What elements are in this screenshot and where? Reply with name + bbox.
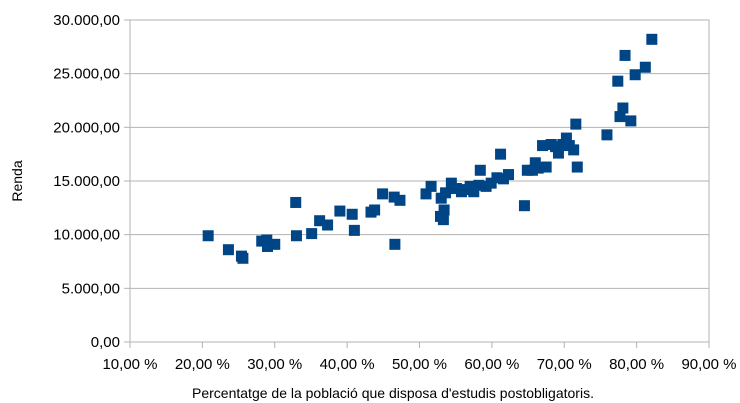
- data-point: [261, 234, 273, 246]
- data-point: [552, 147, 564, 159]
- data-point: [202, 230, 214, 242]
- y-axis-title: Renda: [9, 160, 25, 201]
- data-point: [290, 196, 302, 208]
- x-tick-label: 60,00 %: [464, 356, 519, 373]
- x-tick-label: 40,00 %: [320, 356, 375, 373]
- data-point: [639, 61, 651, 73]
- data-point: [550, 141, 562, 153]
- data-point: [646, 33, 658, 45]
- y-tick-label: 20.000,00: [53, 119, 120, 136]
- data-point: [222, 244, 234, 256]
- y-tick-label: 15.000,00: [53, 173, 120, 190]
- data-point: [625, 115, 637, 127]
- data-points: [202, 33, 658, 264]
- y-tick-label: 30.000,00: [53, 12, 120, 29]
- x-tick-label: 50,00 %: [392, 356, 447, 373]
- data-point: [532, 162, 544, 174]
- x-tick-label: 70,00 %: [537, 356, 592, 373]
- data-point: [537, 140, 549, 152]
- data-point: [617, 102, 629, 114]
- y-tick-label: 10.000,00: [53, 227, 120, 244]
- data-point: [560, 132, 572, 144]
- data-point: [388, 191, 400, 203]
- x-tick-label: 30,00 %: [247, 356, 302, 373]
- data-point: [389, 238, 401, 250]
- data-point: [571, 161, 583, 173]
- data-point: [269, 238, 281, 250]
- y-tick-label: 25.000,00: [53, 66, 120, 83]
- data-point: [468, 186, 480, 198]
- data-point: [438, 204, 450, 216]
- data-point: [495, 148, 507, 160]
- data-point: [437, 214, 449, 226]
- x-tick-label: 10,00 %: [102, 356, 157, 373]
- data-point: [503, 169, 515, 181]
- data-point: [322, 219, 334, 231]
- data-point: [491, 172, 503, 184]
- data-point: [440, 187, 452, 199]
- data-point: [526, 164, 538, 176]
- data-point: [629, 69, 641, 81]
- data-point: [570, 118, 582, 130]
- data-point: [568, 144, 580, 156]
- data-point: [420, 188, 432, 200]
- data-point: [614, 111, 626, 123]
- data-point: [237, 252, 249, 264]
- data-point: [348, 224, 360, 236]
- x-tick-label: 20,00 %: [175, 356, 230, 373]
- data-point: [425, 180, 437, 192]
- y-axis-ticks: 0,00 5.000,00 10.000,00 15.000,00 20.000,00 2…: [53, 12, 120, 351]
- data-point: [612, 75, 624, 87]
- data-point: [557, 139, 569, 151]
- x-tick-label: 80,00 %: [609, 356, 664, 373]
- data-point: [346, 208, 358, 220]
- data-point: [334, 205, 346, 217]
- data-point: [474, 164, 486, 176]
- data-point: [394, 194, 406, 206]
- x-axis-ticks: 10,00 % 20,00 % 30,00 % 40,00 % 50,00 % 60,00…: [102, 342, 737, 373]
- grid-lines: [124, 19, 709, 343]
- data-point: [619, 49, 631, 61]
- data-point: [473, 179, 485, 191]
- data-point: [290, 230, 302, 242]
- y-tick-label: 5.000,00: [62, 280, 120, 297]
- data-point: [601, 129, 613, 141]
- data-point: [485, 177, 497, 189]
- y-tick-label: 0,00: [91, 334, 120, 351]
- data-point: [540, 161, 552, 173]
- data-point: [262, 240, 274, 252]
- data-point: [314, 215, 326, 227]
- x-tick-label: 90,00 %: [681, 356, 736, 373]
- data-point: [518, 200, 530, 212]
- data-point: [377, 188, 389, 200]
- x-axis-title: Percentatge de la població que disposa d…: [192, 385, 594, 401]
- data-point: [306, 228, 318, 240]
- data-point: [369, 204, 381, 216]
